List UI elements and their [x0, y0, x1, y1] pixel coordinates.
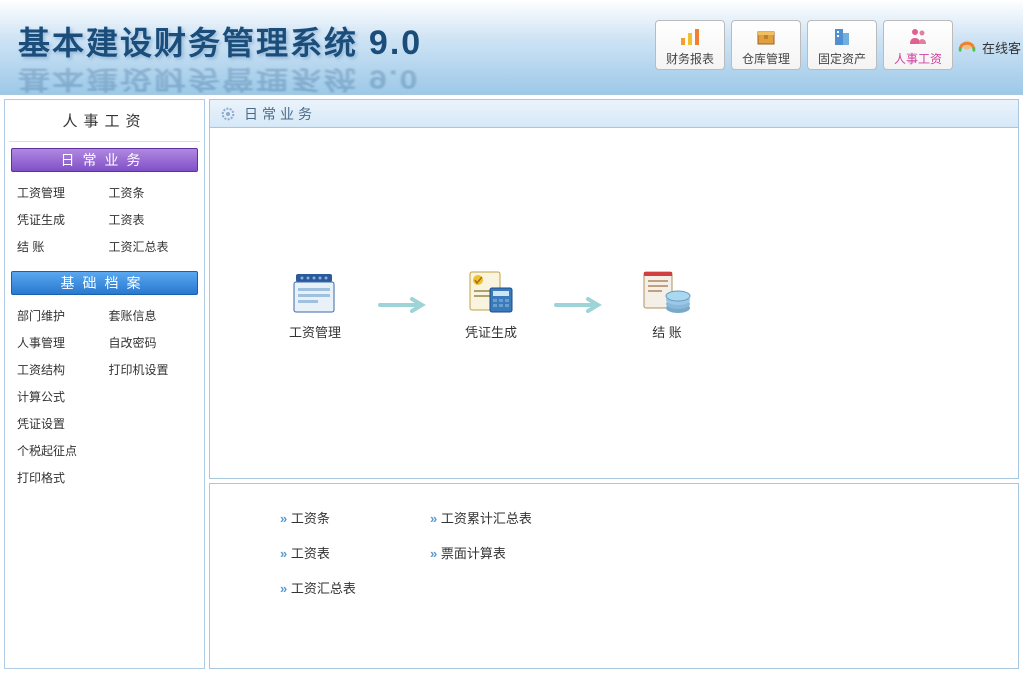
- sidebar-item[interactable]: 工资条: [109, 182, 197, 203]
- flow-close[interactable]: 结 账: [622, 268, 712, 341]
- reports-list: 工资条 工资累计汇总表 工资表 票面计算表 工资汇总表: [210, 484, 1018, 597]
- app-logo: 基本建设财务管理系统 9.0: [18, 18, 422, 64]
- flow-label: 凭证生成: [465, 322, 517, 341]
- sidebar-item[interactable]: 自改密码: [109, 332, 197, 353]
- logo-reflection: 基本建设财务管理系统 9.0: [18, 63, 419, 100]
- sidebar: 人事工资 日常业务 工资管理 工资条 凭证生成 工资表 结 账 工资汇总表 基础…: [4, 99, 205, 669]
- sidebar-item[interactable]: 凭证生成: [17, 209, 105, 230]
- panel-header: 日常业务: [210, 100, 1018, 128]
- sidebar-item[interactable]: 工资结构: [17, 359, 105, 380]
- sidebar-item[interactable]: 套账信息: [109, 305, 197, 326]
- sidebar-item[interactable]: 个税起征点: [17, 440, 105, 461]
- close-account-icon: [640, 268, 694, 316]
- sidebar-title: 人事工资: [9, 104, 200, 142]
- logo-text: 基本建设财务管理系统: [18, 25, 358, 61]
- section-base-items: 部门维护 套账信息 人事管理 自改密码 工资结构 打印机设置 计算公式 凭证设置…: [9, 299, 200, 498]
- sidebar-item[interactable]: 结 账: [17, 236, 105, 257]
- daily-panel: 日常业务 工资管理: [209, 99, 1019, 479]
- arrow-icon: [378, 297, 428, 313]
- sidebar-item[interactable]: 工资汇总表: [109, 236, 197, 257]
- nav-fixed-asset[interactable]: 固定资产: [807, 20, 877, 70]
- nav-financial-report[interactable]: 财务报表: [655, 20, 725, 70]
- sidebar-item[interactable]: 计算公式: [17, 386, 105, 407]
- flow-voucher[interactable]: 凭证生成: [446, 268, 536, 341]
- report-link[interactable]: 工资表: [280, 543, 420, 562]
- arrow-icon: [554, 297, 604, 313]
- flow-label: 结 账: [652, 322, 682, 341]
- sidebar-item[interactable]: 打印机设置: [109, 359, 197, 380]
- sidebar-item[interactable]: 人事管理: [17, 332, 105, 353]
- flow-label: 工资管理: [289, 322, 341, 341]
- report-link[interactable]: 工资条: [280, 508, 420, 527]
- voucher-icon: [464, 268, 518, 316]
- flow-salary-mgmt[interactable]: 工资管理: [270, 268, 360, 341]
- app-header: 基本建设财务管理系统 9.0 基本建设财务管理系统 9.0 财务报表 仓库管理 …: [0, 0, 1023, 95]
- sidebar-item[interactable]: 工资表: [109, 209, 197, 230]
- body-area: 人事工资 日常业务 工资管理 工资条 凭证生成 工资表 结 账 工资汇总表 基础…: [0, 95, 1023, 673]
- nav-warehouse[interactable]: 仓库管理: [731, 20, 801, 70]
- report-link[interactable]: 工资累计汇总表: [430, 508, 630, 527]
- nav-hr-salary[interactable]: 人事工资: [883, 20, 953, 70]
- salary-icon: [288, 268, 342, 316]
- building-icon: [830, 24, 854, 48]
- sidebar-item[interactable]: 打印格式: [17, 467, 105, 488]
- online-support[interactable]: 在线客: [956, 36, 1021, 58]
- report-link[interactable]: 票面计算表: [430, 543, 630, 562]
- main-area: 日常业务 工资管理: [209, 99, 1019, 669]
- box-icon: [754, 24, 778, 48]
- sidebar-item[interactable]: 工资管理: [17, 182, 105, 203]
- section-daily-items: 工资管理 工资条 凭证生成 工资表 结 账 工资汇总表: [9, 176, 200, 267]
- section-daily[interactable]: 日常业务: [11, 148, 198, 172]
- flow-row: 工资管理: [270, 268, 712, 341]
- top-nav: 财务报表 仓库管理 固定资产 人事工资: [655, 20, 953, 70]
- report-link[interactable]: 工资汇总表: [280, 578, 420, 597]
- sidebar-item[interactable]: 部门维护: [17, 305, 105, 326]
- support-icon: [956, 36, 978, 58]
- reports-panel: 工资条 工资累计汇总表 工资表 票面计算表 工资汇总表: [209, 483, 1019, 669]
- people-icon: [906, 24, 930, 48]
- sidebar-item[interactable]: 凭证设置: [17, 413, 105, 434]
- chart-icon: [678, 24, 702, 48]
- flow-area: 工资管理: [210, 128, 1018, 478]
- section-base[interactable]: 基础档案: [11, 271, 198, 295]
- gear-icon: [220, 106, 236, 122]
